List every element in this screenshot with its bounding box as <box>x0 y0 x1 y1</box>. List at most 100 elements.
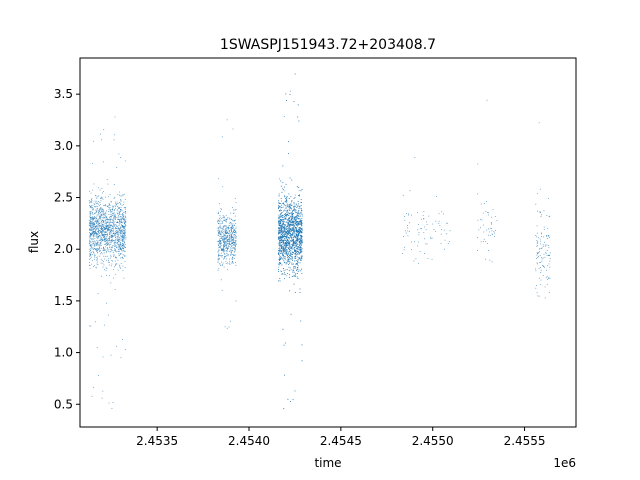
data-point <box>121 229 123 230</box>
data-point <box>220 234 221 235</box>
data-point <box>278 237 280 239</box>
data-point <box>121 257 123 259</box>
data-point <box>101 210 102 212</box>
data-point <box>223 252 225 254</box>
data-point <box>282 254 284 255</box>
x-tick-label: 2.4555 <box>504 434 546 448</box>
data-point <box>100 250 101 252</box>
data-point <box>413 240 415 242</box>
data-point <box>232 247 234 248</box>
data-point <box>282 328 284 330</box>
data-point <box>286 237 288 238</box>
data-point <box>104 213 106 215</box>
data-point <box>231 239 233 241</box>
data-point <box>300 202 302 203</box>
data-point <box>286 240 288 242</box>
data-point <box>223 266 225 268</box>
data-point <box>217 250 219 252</box>
data-point <box>284 272 285 273</box>
data-point <box>96 211 97 213</box>
data-point <box>233 251 235 253</box>
data-point <box>477 163 479 165</box>
data-point <box>539 247 541 249</box>
data-point <box>278 258 280 260</box>
data-point <box>286 262 288 264</box>
data-point <box>283 270 285 272</box>
data-point <box>292 245 294 247</box>
data-point <box>227 253 228 255</box>
data-point <box>488 231 490 233</box>
data-point <box>284 249 286 251</box>
data-point <box>225 255 227 257</box>
data-point <box>91 232 93 234</box>
data-point <box>110 225 112 227</box>
data-point <box>105 231 107 233</box>
data-point <box>123 216 124 217</box>
data-point <box>217 262 219 264</box>
data-point <box>116 263 118 265</box>
data-point <box>294 266 296 267</box>
data-point <box>279 203 280 204</box>
data-point <box>287 259 289 261</box>
data-point <box>299 252 301 254</box>
data-point <box>94 225 95 227</box>
data-point <box>298 222 300 223</box>
data-point <box>115 237 117 239</box>
data-point <box>122 235 124 237</box>
data-point <box>92 214 94 215</box>
data-point <box>296 231 298 233</box>
data-point <box>290 228 292 230</box>
data-point <box>110 241 112 243</box>
data-point <box>114 217 115 219</box>
data-point <box>290 218 292 220</box>
data-point <box>124 267 126 268</box>
data-point <box>225 260 227 262</box>
data-point <box>481 219 483 221</box>
data-point <box>103 233 105 235</box>
data-point <box>300 190 302 192</box>
data-point <box>91 200 93 202</box>
data-point <box>120 228 121 230</box>
data-point <box>297 267 299 269</box>
data-point <box>226 327 228 329</box>
data-point <box>109 220 111 221</box>
data-point <box>230 227 232 229</box>
data-point <box>89 255 91 257</box>
data-point <box>289 253 291 254</box>
data-point <box>278 259 280 260</box>
data-point <box>108 248 110 250</box>
data-point <box>283 203 285 205</box>
data-point <box>123 228 125 230</box>
data-point <box>297 230 298 231</box>
data-point <box>286 243 287 245</box>
data-point <box>292 244 294 246</box>
data-point <box>279 262 281 264</box>
data-point <box>280 233 282 235</box>
data-point <box>89 240 90 242</box>
data-point <box>119 220 120 222</box>
data-point <box>284 248 286 250</box>
data-point <box>96 244 98 246</box>
data-point <box>294 222 296 224</box>
data-point <box>489 259 491 261</box>
data-point <box>296 214 298 216</box>
data-point <box>96 215 98 217</box>
data-point <box>102 161 104 163</box>
data-point <box>297 230 299 232</box>
data-point <box>278 236 280 238</box>
data-point <box>122 256 123 258</box>
data-point <box>105 225 107 227</box>
data-point <box>88 224 90 226</box>
data-point <box>117 238 119 240</box>
data-point <box>96 258 98 260</box>
data-point <box>115 256 116 258</box>
data-point <box>89 202 90 204</box>
data-point <box>278 220 280 221</box>
data-point <box>281 258 283 260</box>
data-point <box>109 204 111 206</box>
data-point <box>290 204 291 206</box>
data-point <box>279 221 281 222</box>
data-point <box>229 243 230 244</box>
data-point <box>542 236 544 238</box>
data-point <box>287 235 289 237</box>
